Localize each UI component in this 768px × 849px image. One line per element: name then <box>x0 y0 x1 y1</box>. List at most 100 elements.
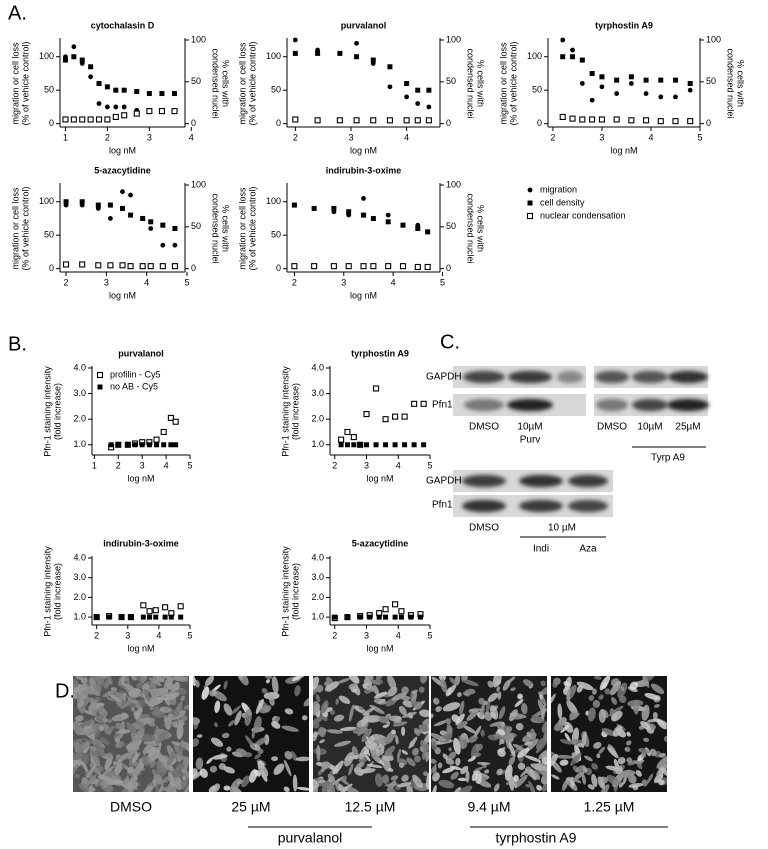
cell <box>626 731 631 737</box>
point <box>673 94 678 100</box>
cell <box>174 710 186 719</box>
cell <box>315 694 321 703</box>
point <box>643 77 649 83</box>
x-tick-label: 4 <box>396 460 401 470</box>
cell <box>333 714 345 722</box>
cell <box>537 699 545 713</box>
cell <box>106 779 124 785</box>
x-tick-label: 4 <box>404 132 409 142</box>
point <box>398 614 404 620</box>
cell <box>433 765 437 777</box>
cell <box>271 756 279 762</box>
cell <box>453 787 462 792</box>
cell <box>141 683 150 691</box>
cell <box>484 711 492 721</box>
cell <box>514 715 527 720</box>
y-axis-label: Pfn-1 staining intensity <box>42 546 52 637</box>
cell <box>384 783 399 787</box>
cell <box>313 785 316 791</box>
point <box>599 84 605 90</box>
point <box>353 117 360 124</box>
point <box>104 84 110 90</box>
cell <box>551 693 556 706</box>
cell <box>526 732 532 738</box>
point <box>385 219 391 225</box>
y2-tick-label: 50 <box>191 221 201 231</box>
cell <box>569 712 580 721</box>
cell <box>420 740 429 751</box>
cell <box>451 714 461 723</box>
point <box>96 101 102 106</box>
x-tick-label: 5 <box>697 132 702 142</box>
cell <box>517 762 526 770</box>
y2-axis-label: % cells with <box>476 205 486 252</box>
cell <box>378 698 386 704</box>
cell <box>99 737 110 745</box>
point <box>363 411 370 418</box>
chart-title: tyrphostin A9 <box>351 348 409 358</box>
cell <box>593 742 602 749</box>
x-tick-label: 2 <box>293 132 298 142</box>
blots <box>453 366 709 517</box>
y-tick-label: 0 <box>276 118 281 128</box>
cell <box>180 695 186 701</box>
cell <box>638 748 650 754</box>
cell <box>244 708 252 726</box>
y-tick-label: 3.0 <box>311 388 324 398</box>
cell <box>264 676 273 680</box>
point <box>120 189 125 195</box>
point <box>426 104 432 110</box>
cell <box>551 774 560 780</box>
point <box>291 202 297 208</box>
cell <box>104 754 113 771</box>
cell <box>159 706 173 713</box>
point <box>387 84 393 90</box>
cell <box>161 767 167 773</box>
x-tick-label: 3 <box>364 460 369 470</box>
cell <box>94 691 101 697</box>
cell <box>237 676 249 686</box>
point <box>599 74 605 80</box>
y2-axis-label: condensed nuclei <box>466 48 476 118</box>
y2-tick-label: 100 <box>446 34 461 44</box>
cell <box>411 698 415 707</box>
point <box>658 94 664 100</box>
blot-group-label: Tyrp A9 <box>651 453 685 464</box>
cell <box>438 779 455 789</box>
cell <box>135 706 143 719</box>
point <box>146 442 152 448</box>
cell <box>536 784 543 791</box>
cell <box>622 776 627 785</box>
cell <box>283 786 290 792</box>
cell <box>117 753 129 764</box>
cell <box>320 761 331 769</box>
point <box>108 442 114 448</box>
cell <box>74 741 91 753</box>
cell <box>560 724 570 733</box>
image-group-label: purvalanol <box>278 830 343 846</box>
cell <box>130 706 136 712</box>
x-tick-label: 3 <box>364 630 369 640</box>
blot-band <box>463 370 505 384</box>
cell <box>74 774 81 779</box>
point <box>570 54 576 60</box>
cell <box>453 737 461 755</box>
cell <box>413 728 423 734</box>
cell <box>261 688 268 694</box>
point <box>147 263 154 270</box>
y-axis-label: migration or cell loss <box>498 42 508 125</box>
point <box>589 70 595 76</box>
cell <box>133 728 145 743</box>
point <box>113 104 119 110</box>
cell <box>554 721 564 732</box>
cell <box>169 785 173 792</box>
x-tick-label: 2 <box>292 277 297 287</box>
cell <box>517 693 523 700</box>
cell <box>88 746 99 752</box>
cell <box>587 707 596 722</box>
point <box>127 263 134 270</box>
cell <box>155 730 168 745</box>
point <box>71 44 77 50</box>
y-axis-label: (fold increase) <box>52 563 62 620</box>
cell <box>624 746 631 752</box>
